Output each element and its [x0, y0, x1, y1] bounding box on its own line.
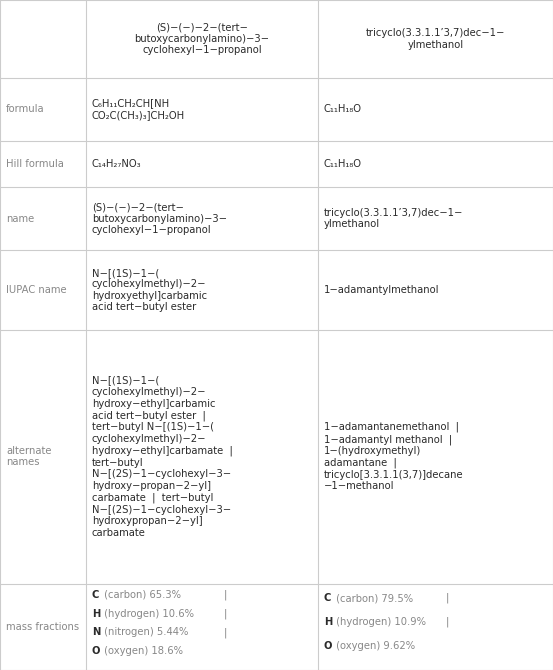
Text: tricyclo(3.3.1.1’3,7)dec−1−
ylmethanol: tricyclo(3.3.1.1’3,7)dec−1− ylmethanol: [324, 208, 463, 229]
Text: (carbon) 65.3%: (carbon) 65.3%: [101, 590, 181, 600]
Text: C: C: [324, 593, 331, 603]
Text: |: |: [223, 590, 227, 600]
Text: C₁₁H₁₈O: C₁₁H₁₈O: [324, 105, 362, 115]
Text: alternate
names: alternate names: [6, 446, 51, 468]
Text: formula: formula: [6, 105, 45, 115]
Text: O: O: [92, 647, 100, 656]
Text: tricyclo(3.3.1.1’3,7)dec−1−
ylmethanol: tricyclo(3.3.1.1’3,7)dec−1− ylmethanol: [366, 28, 505, 50]
Text: (S)−(−)−2−(tert−
butoxycarbonylamino)−3−
cyclohexyl−1−propanol: (S)−(−)−2−(tert− butoxycarbonylamino)−3−…: [92, 202, 227, 235]
Text: (hydrogen) 10.6%: (hydrogen) 10.6%: [101, 608, 194, 618]
Text: 1−adamantylmethanol: 1−adamantylmethanol: [324, 285, 440, 295]
Text: O: O: [324, 641, 332, 651]
Text: N−[(1S)−1−(
cyclohexylmethyl)−2−
hydroxy−ethyl]carbamic
acid tert−butyl ester  |: N−[(1S)−1−( cyclohexylmethyl)−2− hydroxy…: [92, 375, 233, 538]
Text: N: N: [92, 627, 100, 637]
Text: Hill formula: Hill formula: [6, 159, 64, 169]
Text: name: name: [6, 214, 34, 224]
Text: (nitrogen) 5.44%: (nitrogen) 5.44%: [101, 627, 188, 637]
Text: C: C: [92, 590, 99, 600]
Text: (oxygen) 18.6%: (oxygen) 18.6%: [101, 647, 182, 656]
Text: N−[(1S)−1−(
cyclohexylmethyl)−2−
hydroxyethyl]carbamic
acid tert−butyl ester: N−[(1S)−1−( cyclohexylmethyl)−2− hydroxy…: [92, 267, 207, 312]
Text: (carbon) 79.5%: (carbon) 79.5%: [333, 593, 413, 603]
Text: (oxygen) 9.62%: (oxygen) 9.62%: [333, 641, 415, 651]
Text: 1−adamantanemethanol  |
1−adamantyl methanol  |
1−(hydroxymethyl)
adamantane  |
: 1−adamantanemethanol | 1−adamantyl metha…: [324, 422, 463, 491]
Text: C₁₄H₂₇NO₃: C₁₄H₂₇NO₃: [92, 159, 142, 169]
Text: IUPAC name: IUPAC name: [6, 285, 66, 295]
Text: H: H: [92, 608, 100, 618]
Text: H: H: [324, 617, 332, 627]
Text: |: |: [446, 593, 449, 603]
Text: |: |: [223, 608, 227, 619]
Text: (S)−(−)−2−(tert−
butoxycarbonylamino)−3−
cyclohexyl−1−propanol: (S)−(−)−2−(tert− butoxycarbonylamino)−3−…: [134, 22, 269, 56]
Text: |: |: [446, 617, 449, 627]
Text: (hydrogen) 10.9%: (hydrogen) 10.9%: [333, 617, 426, 627]
Text: |: |: [223, 627, 227, 638]
Text: C₁₁H₁₈O: C₁₁H₁₈O: [324, 159, 362, 169]
Text: mass fractions: mass fractions: [6, 622, 79, 632]
Text: C₆H₁₁CH₂CH[NH
CO₂C(CH₃)₃]CH₂OH: C₆H₁₁CH₂CH[NH CO₂C(CH₃)₃]CH₂OH: [92, 98, 185, 120]
